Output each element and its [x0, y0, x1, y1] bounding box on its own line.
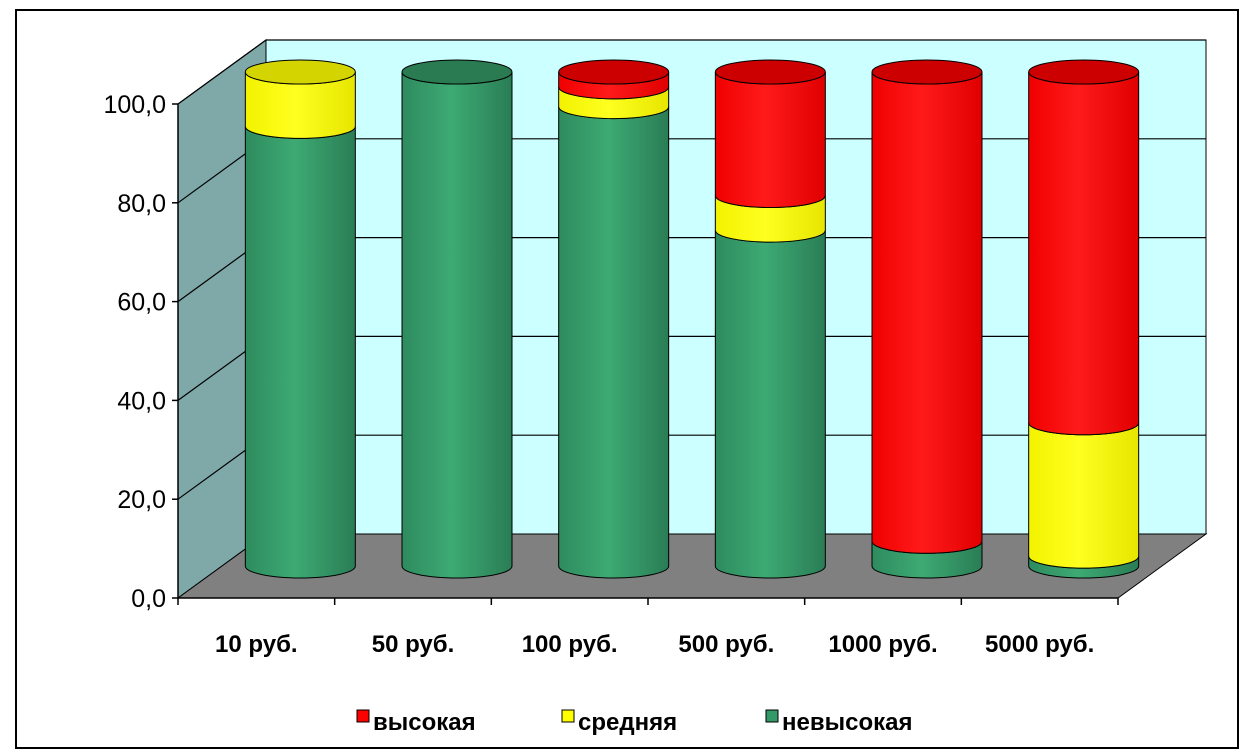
y-tick-label: 0,0	[131, 585, 166, 613]
legend-swatch	[561, 709, 575, 723]
cylinder-segment	[1028, 422, 1140, 569]
cylinder-segment	[714, 71, 826, 208]
cylinder-1	[244, 59, 356, 579]
gridline	[177, 39, 1206, 105]
x-category-label: 5000 руб.	[985, 631, 1094, 658]
cylinder-top-cap	[401, 59, 513, 85]
cylinder-6	[1028, 59, 1140, 579]
y-tick-label: 60,0	[117, 289, 166, 317]
x-category-label: 100 руб.	[522, 631, 618, 658]
legend-swatch	[356, 709, 370, 723]
cylinder-segment	[558, 106, 670, 579]
y-tick-label: 80,0	[117, 190, 166, 218]
y-tick-label: 40,0	[117, 387, 166, 415]
x-category-label: 10 руб.	[215, 631, 298, 658]
cylinder-top-cap	[714, 59, 826, 85]
x-category-label: 50 руб.	[372, 631, 455, 658]
cylinder-segment	[244, 126, 356, 579]
cylinder-top-cap	[558, 59, 670, 85]
cylinder-top-cap	[1028, 59, 1140, 85]
legend-label: средняя	[578, 709, 677, 736]
x-category-label: 1000 руб.	[828, 631, 937, 658]
cylinder-3	[558, 59, 670, 579]
cylinder-segment	[714, 229, 826, 579]
legend-label: невысокая	[782, 709, 912, 736]
cylinder-segment	[871, 71, 983, 554]
y-tick-label: 20,0	[117, 486, 166, 514]
cylinder-top-cap	[871, 59, 983, 85]
legend-label: высокая	[373, 709, 476, 736]
cylinder-2	[401, 59, 513, 579]
x-category-label: 500 руб.	[678, 631, 774, 658]
legend-swatch	[765, 709, 779, 723]
cylinder-top-cap	[244, 59, 356, 85]
cylinder-5	[871, 59, 983, 579]
cylinder-4	[714, 59, 826, 579]
y-tick-label: 100,0	[103, 91, 166, 119]
cylinder-segment	[401, 71, 513, 579]
cylinder-segment	[1028, 71, 1140, 436]
